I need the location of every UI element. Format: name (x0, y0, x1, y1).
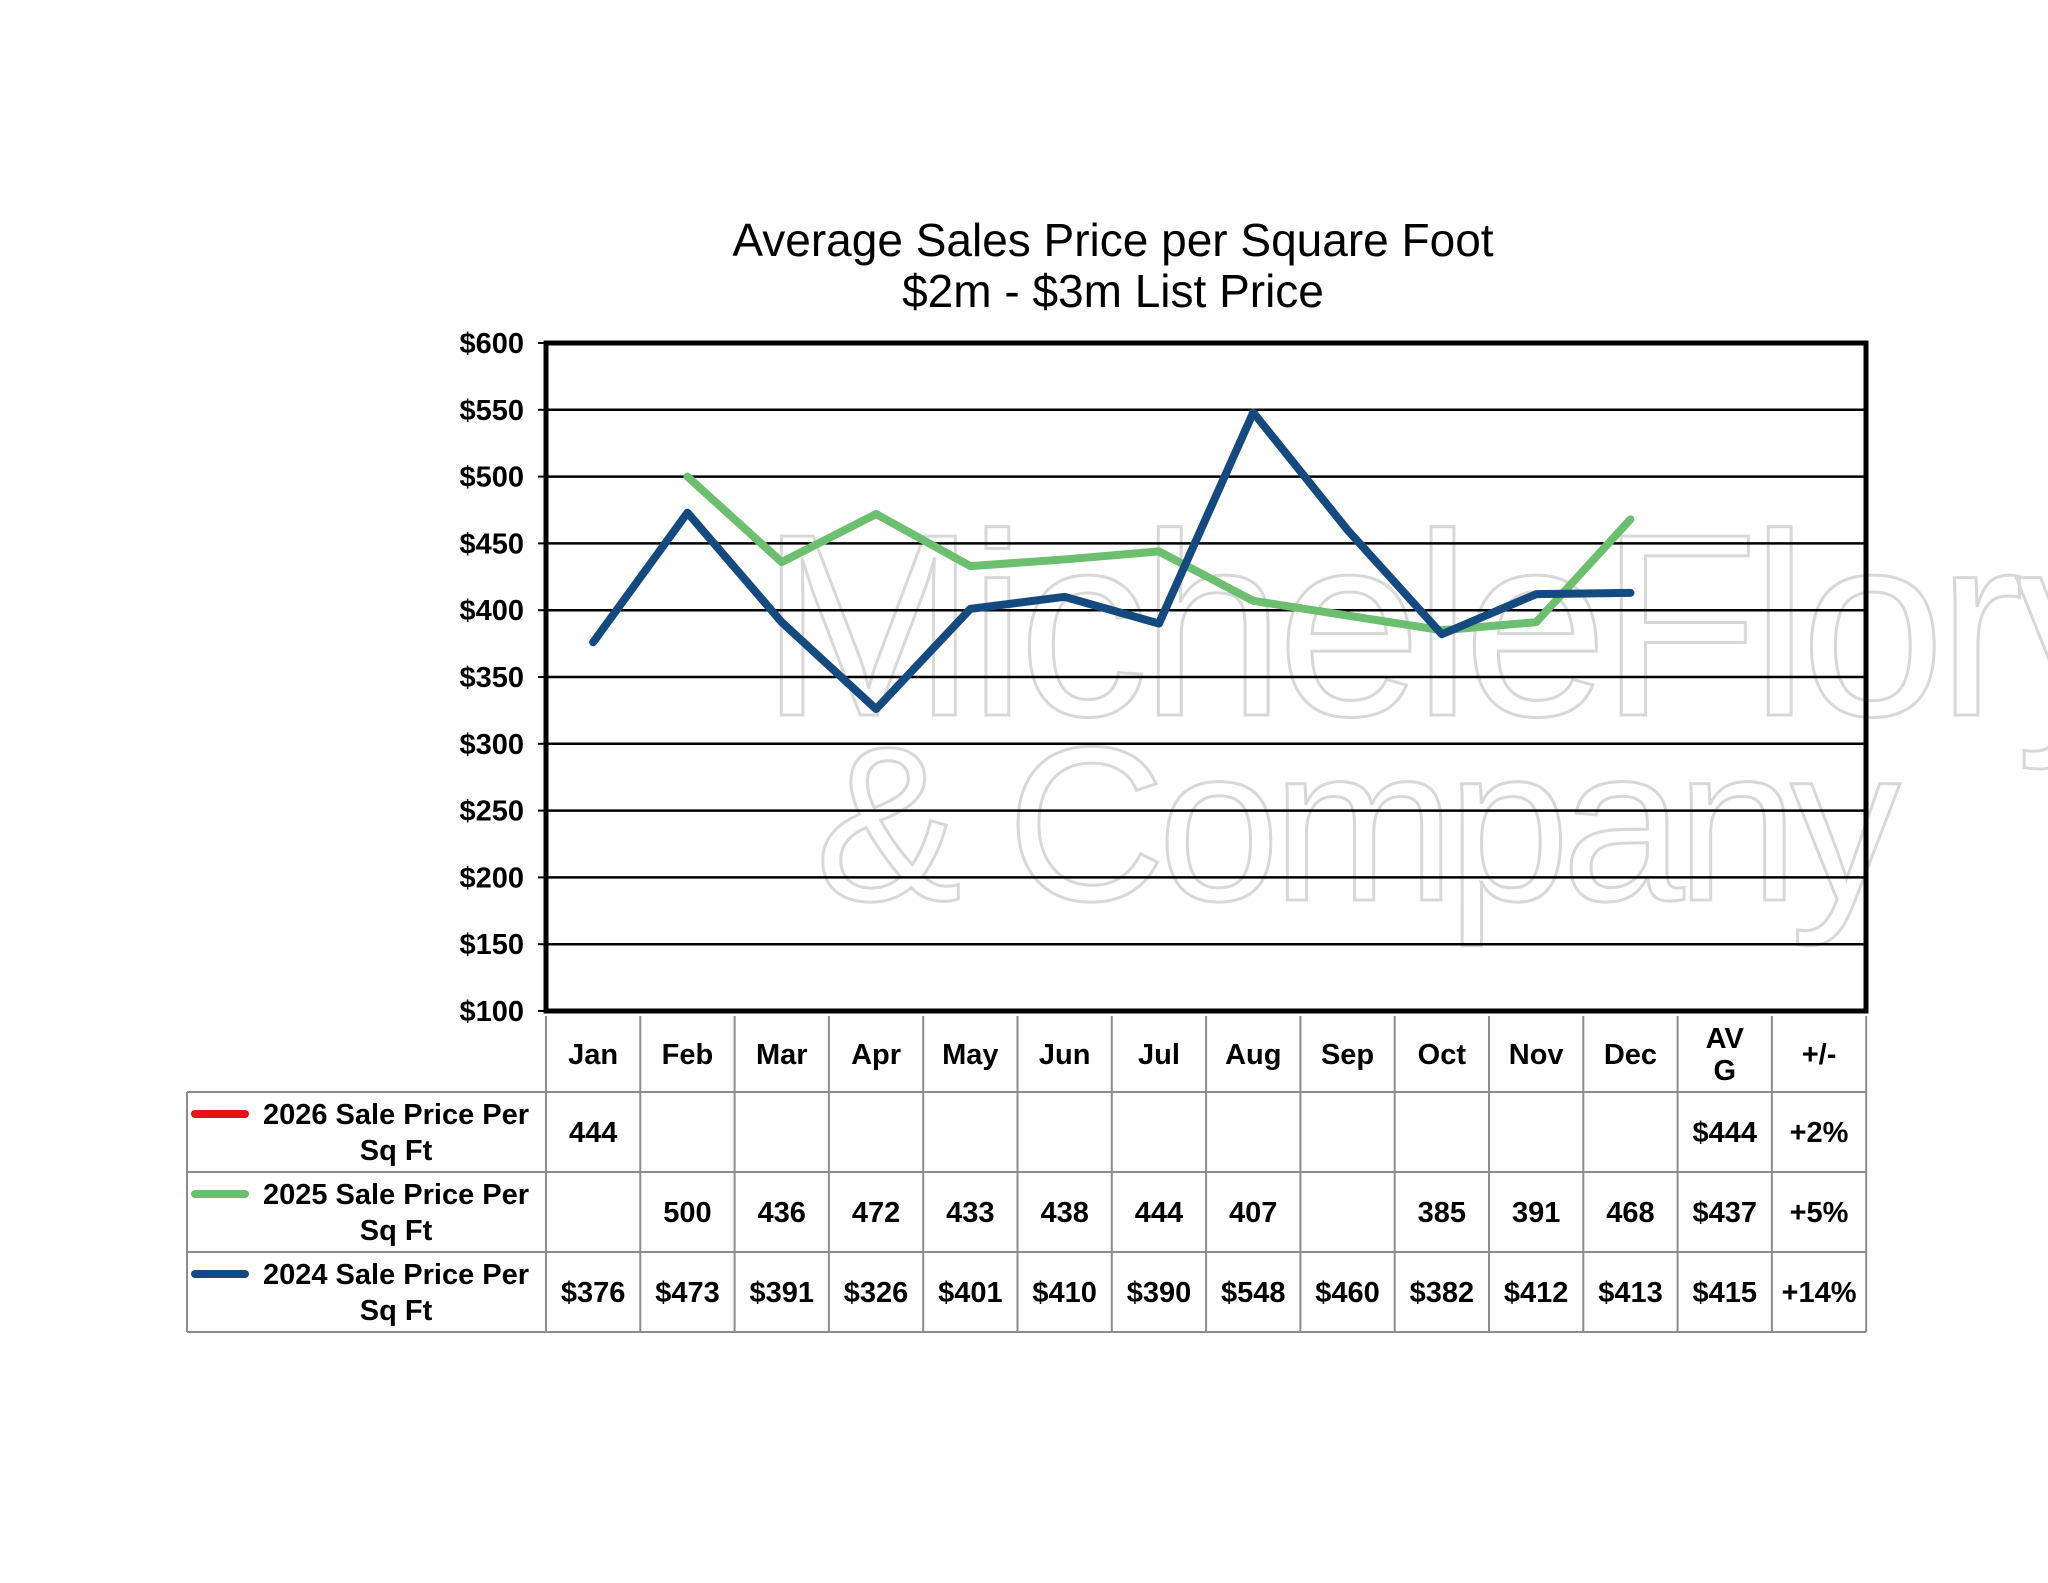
watermark: MicheleFlory & Company (759, 480, 2048, 949)
column-header: Jan (568, 1039, 618, 1071)
column-header: Feb (662, 1039, 714, 1071)
data-cell: $413 (1598, 1277, 1663, 1309)
y-tick-label: $500 (459, 462, 524, 494)
data-cell: 468 (1606, 1197, 1654, 1229)
series-label: 2025 Sale Price Per (263, 1179, 529, 1211)
avg-cell: $444 (1692, 1117, 1757, 1149)
series-label: 2026 Sale Price Per (263, 1099, 529, 1131)
column-header: +/- (1802, 1039, 1837, 1071)
y-tick-label: $100 (459, 996, 524, 1028)
y-tick-label: $250 (459, 796, 524, 828)
data-cell: 444 (569, 1117, 617, 1149)
y-tick-label: $150 (459, 929, 524, 961)
series-lines (589, 408, 1635, 714)
avg-cell: $415 (1692, 1277, 1757, 1309)
column-header: Jun (1039, 1039, 1091, 1071)
data-cell: $460 (1315, 1277, 1380, 1309)
column-header: Jul (1138, 1039, 1180, 1071)
avg-cell: $437 (1692, 1197, 1757, 1229)
column-header: Apr (851, 1039, 901, 1071)
series-label: Sq Ft (360, 1215, 433, 1247)
data-cell: $390 (1127, 1277, 1192, 1309)
data-cell: 433 (946, 1197, 994, 1229)
y-tick-label: $300 (459, 729, 524, 761)
data-cell: $391 (749, 1277, 814, 1309)
data-cell: $326 (844, 1277, 909, 1309)
data-cell: $401 (938, 1277, 1003, 1309)
data-cell: 472 (852, 1197, 900, 1229)
change-cell: +2% (1790, 1117, 1849, 1149)
y-tick-label: $200 (459, 862, 524, 894)
data-cell: $412 (1504, 1277, 1569, 1309)
change-cell: +14% (1782, 1277, 1857, 1309)
series-line-1 (683, 472, 1635, 635)
y-tick-label: $350 (459, 662, 524, 694)
y-tick-label: $600 (459, 328, 524, 360)
data-cell: $473 (655, 1277, 720, 1309)
column-header: May (942, 1039, 998, 1071)
data-cell: 438 (1040, 1197, 1088, 1229)
data-table: Jan Feb Mar Apr May Jun Jul Aug Sep Oct Nov Dec AVG +… (186, 1016, 1868, 1333)
column-header: G (1713, 1055, 1736, 1087)
data-cell: 407 (1229, 1197, 1277, 1229)
data-cell: 391 (1512, 1197, 1560, 1229)
data-cell: $410 (1032, 1277, 1097, 1309)
column-header: AV (1706, 1023, 1745, 1055)
column-header: Aug (1225, 1039, 1281, 1071)
data-cell: $376 (561, 1277, 626, 1309)
series-line-2 (589, 408, 1635, 714)
data-cell: $548 (1221, 1277, 1286, 1309)
data-cell: 500 (663, 1197, 711, 1229)
y-axis-ticks: $100 $150 $200 $250 $300 $350 $400 $450 $500 $550… (459, 328, 524, 1028)
data-cell: 444 (1135, 1197, 1183, 1229)
y-tick-label: $450 (459, 528, 524, 560)
data-cell: 385 (1418, 1197, 1466, 1229)
series-label: Sq Ft (360, 1135, 433, 1167)
column-header: Oct (1418, 1039, 1467, 1071)
data-cell: 436 (758, 1197, 806, 1229)
column-header: Mar (756, 1039, 808, 1071)
y-tick-label: $400 (459, 595, 524, 627)
column-header: Dec (1604, 1039, 1657, 1071)
plot-area-frame (543, 340, 1869, 1014)
series-label: Sq Ft (360, 1295, 433, 1327)
column-header: Nov (1509, 1039, 1564, 1071)
watermark-line-2: & Company (815, 701, 1900, 947)
change-cell: +5% (1790, 1197, 1849, 1229)
y-tick-label: $550 (459, 395, 524, 427)
chart-title: Average Sales Price per Square Foot (732, 214, 1493, 266)
data-cell: $382 (1410, 1277, 1475, 1309)
gridlines (538, 342, 1866, 1012)
chart-subtitle: $2m - $3m List Price (902, 265, 1324, 317)
column-header: Sep (1321, 1039, 1374, 1071)
series-label: 2024 Sale Price Per (263, 1259, 529, 1291)
